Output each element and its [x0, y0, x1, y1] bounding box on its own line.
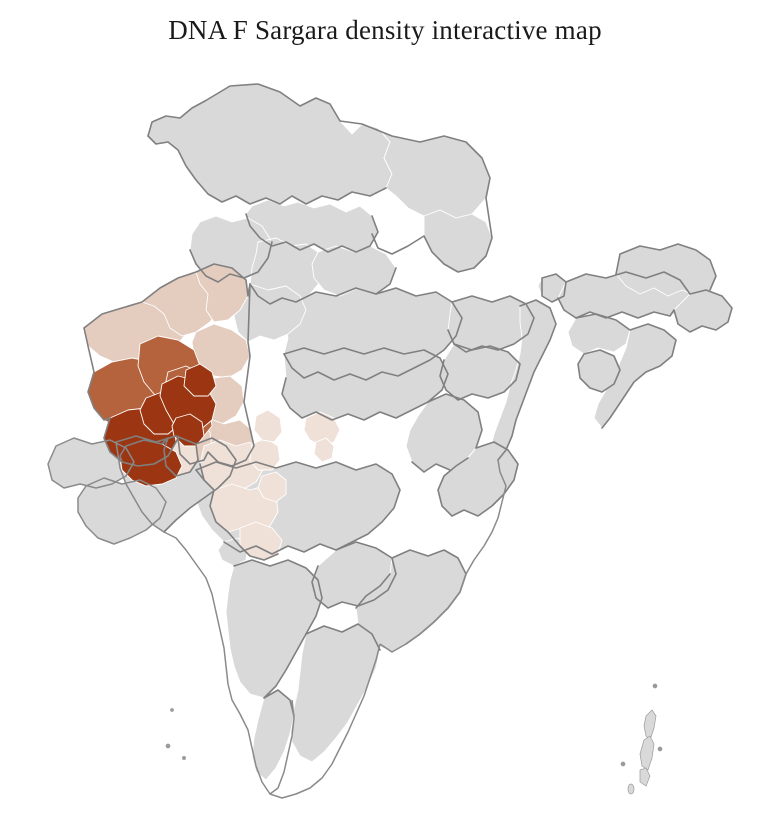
state-border — [115, 435, 237, 533]
district-region[interactable] — [313, 437, 335, 463]
coastline — [269, 643, 381, 799]
coastline — [163, 531, 295, 795]
district-region[interactable] — [615, 243, 717, 297]
state-border — [615, 243, 717, 291]
state-border — [263, 633, 307, 717]
state-border — [245, 213, 379, 253]
state-border — [189, 241, 273, 283]
island-region[interactable] — [620, 761, 626, 767]
state-border — [83, 263, 251, 329]
state-border — [375, 267, 397, 295]
state-border — [575, 313, 677, 429]
island-region[interactable] — [165, 743, 171, 749]
coastline — [405, 459, 507, 645]
district-region[interactable] — [233, 283, 307, 343]
district-region[interactable] — [257, 471, 287, 503]
state-border — [195, 461, 401, 555]
state-border — [283, 347, 483, 449]
state-border — [311, 541, 397, 609]
state-border — [447, 295, 535, 353]
state-border — [233, 559, 381, 651]
coastline — [47, 437, 135, 489]
district-region[interactable] — [147, 83, 393, 205]
district-region[interactable] — [303, 411, 341, 447]
state-border — [147, 100, 206, 137]
lakshadweep-islands — [170, 708, 174, 712]
district-region[interactable] — [251, 689, 295, 781]
state-border — [355, 573, 391, 609]
district-region[interactable] — [77, 477, 167, 545]
island-region[interactable] — [639, 735, 655, 771]
state-border — [577, 349, 621, 393]
state-border — [497, 299, 557, 461]
state-borders-layer — [83, 83, 733, 717]
state-border — [121, 283, 255, 467]
district-region[interactable] — [183, 363, 217, 397]
state-border — [249, 283, 453, 305]
state-border — [281, 377, 429, 421]
island-region[interactable] — [643, 709, 657, 741]
coastline-layer — [47, 437, 507, 799]
state-border — [411, 461, 451, 473]
island-region[interactable] — [652, 683, 658, 689]
state-border — [203, 479, 279, 561]
coastline — [379, 643, 407, 653]
district-region[interactable] — [289, 623, 381, 763]
state-border — [439, 343, 521, 401]
island-region[interactable] — [182, 756, 186, 760]
page-title: DNA F Sargara density interactive map — [168, 15, 602, 45]
district-region[interactable] — [567, 313, 631, 355]
state-border — [147, 135, 387, 205]
india-choropleth-map[interactable] — [0, 46, 770, 813]
island-region[interactable] — [627, 783, 635, 795]
island-region[interactable] — [170, 708, 174, 712]
state-border — [195, 463, 205, 481]
coastline — [115, 441, 165, 533]
andaman-nicobar-islands — [165, 683, 663, 795]
state-border — [83, 327, 199, 477]
island-region[interactable] — [639, 767, 651, 787]
district-region[interactable] — [423, 209, 493, 273]
state-border — [204, 83, 493, 273]
coastline — [77, 477, 167, 545]
state-border — [437, 441, 519, 517]
district-region[interactable] — [253, 409, 283, 443]
state-border — [541, 273, 567, 303]
island-region[interactable] — [657, 746, 663, 752]
